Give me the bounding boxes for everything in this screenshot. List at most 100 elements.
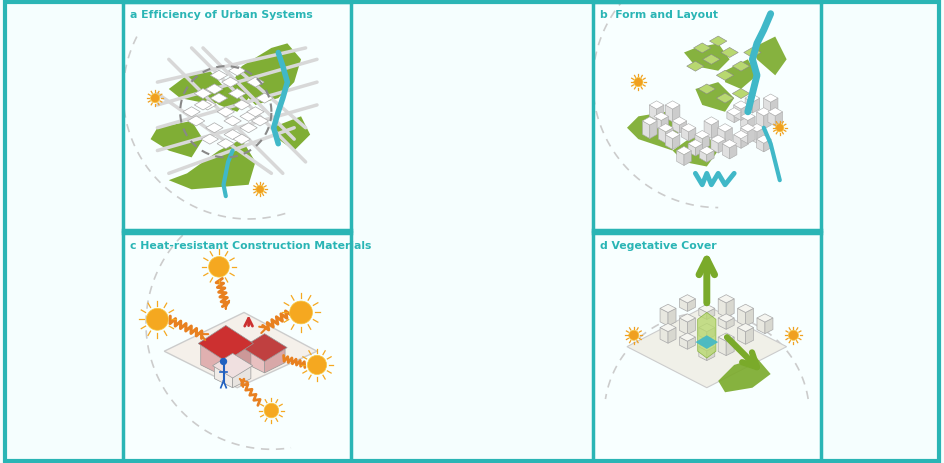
Polygon shape <box>680 294 696 303</box>
Polygon shape <box>740 112 755 120</box>
Polygon shape <box>688 128 696 138</box>
Polygon shape <box>767 108 783 116</box>
Polygon shape <box>188 116 205 126</box>
Polygon shape <box>750 124 765 132</box>
Polygon shape <box>700 146 714 155</box>
Polygon shape <box>677 150 684 163</box>
Polygon shape <box>716 93 733 103</box>
Polygon shape <box>169 139 256 189</box>
Circle shape <box>209 257 229 277</box>
Polygon shape <box>198 325 253 362</box>
Polygon shape <box>725 59 757 89</box>
Polygon shape <box>164 313 317 388</box>
Circle shape <box>776 124 784 132</box>
Circle shape <box>308 355 327 375</box>
Polygon shape <box>756 135 771 143</box>
Polygon shape <box>668 308 676 326</box>
Polygon shape <box>672 117 686 125</box>
Polygon shape <box>711 139 718 153</box>
Polygon shape <box>256 93 273 103</box>
Circle shape <box>221 358 227 364</box>
Polygon shape <box>687 337 696 349</box>
Polygon shape <box>718 333 734 341</box>
Polygon shape <box>757 318 765 334</box>
Polygon shape <box>702 54 720 64</box>
Polygon shape <box>752 98 760 112</box>
Polygon shape <box>699 84 716 94</box>
Polygon shape <box>661 116 668 130</box>
Polygon shape <box>775 112 783 128</box>
Polygon shape <box>214 356 251 374</box>
Polygon shape <box>649 105 657 123</box>
Polygon shape <box>677 146 691 155</box>
Text: c Heat-resistant Construction Materials: c Heat-resistant Construction Materials <box>130 241 371 250</box>
Polygon shape <box>680 314 696 322</box>
Polygon shape <box>718 299 726 318</box>
Polygon shape <box>251 116 269 126</box>
Polygon shape <box>718 358 770 392</box>
Polygon shape <box>206 123 223 133</box>
Polygon shape <box>660 308 668 326</box>
Polygon shape <box>746 327 753 344</box>
Polygon shape <box>745 98 752 112</box>
Circle shape <box>633 78 643 87</box>
Polygon shape <box>687 318 696 335</box>
Polygon shape <box>686 61 704 71</box>
Polygon shape <box>659 124 673 132</box>
Polygon shape <box>764 94 778 102</box>
Circle shape <box>256 185 264 194</box>
Circle shape <box>290 301 312 324</box>
Polygon shape <box>744 48 761 57</box>
Polygon shape <box>721 48 738 57</box>
Circle shape <box>629 330 639 340</box>
Polygon shape <box>746 308 753 326</box>
Polygon shape <box>272 116 311 150</box>
Polygon shape <box>733 101 749 109</box>
Polygon shape <box>240 111 258 121</box>
Polygon shape <box>672 135 718 167</box>
Text: b  Form and Layout: b Form and Layout <box>599 10 717 20</box>
Polygon shape <box>226 342 251 377</box>
Polygon shape <box>206 84 223 94</box>
Polygon shape <box>666 105 672 117</box>
Polygon shape <box>627 112 680 150</box>
Polygon shape <box>740 128 748 138</box>
Polygon shape <box>222 77 239 87</box>
Polygon shape <box>680 333 696 341</box>
Polygon shape <box>233 100 250 110</box>
Polygon shape <box>699 304 715 313</box>
Polygon shape <box>752 37 786 75</box>
Polygon shape <box>733 88 750 99</box>
Polygon shape <box>649 101 664 109</box>
Polygon shape <box>680 299 687 312</box>
Polygon shape <box>722 144 730 162</box>
Polygon shape <box>244 347 264 373</box>
Polygon shape <box>150 121 203 157</box>
Polygon shape <box>726 337 734 356</box>
Polygon shape <box>707 308 715 319</box>
Polygon shape <box>727 112 734 129</box>
Polygon shape <box>718 139 726 153</box>
Polygon shape <box>696 144 702 160</box>
Polygon shape <box>699 323 715 332</box>
Polygon shape <box>737 323 753 332</box>
Polygon shape <box>699 308 707 319</box>
Polygon shape <box>756 112 764 125</box>
Polygon shape <box>687 299 696 312</box>
Polygon shape <box>707 327 715 340</box>
Polygon shape <box>183 107 200 117</box>
Circle shape <box>788 330 799 340</box>
Polygon shape <box>745 94 760 102</box>
Text: d Vegetative Cover: d Vegetative Cover <box>599 241 716 250</box>
Polygon shape <box>757 314 773 322</box>
Polygon shape <box>704 121 712 133</box>
Polygon shape <box>699 347 707 361</box>
Polygon shape <box>757 128 765 145</box>
Polygon shape <box>696 335 718 349</box>
Polygon shape <box>684 44 730 71</box>
Polygon shape <box>240 123 258 133</box>
Polygon shape <box>242 334 287 362</box>
Polygon shape <box>718 318 726 329</box>
Polygon shape <box>737 327 746 344</box>
Polygon shape <box>733 61 750 71</box>
